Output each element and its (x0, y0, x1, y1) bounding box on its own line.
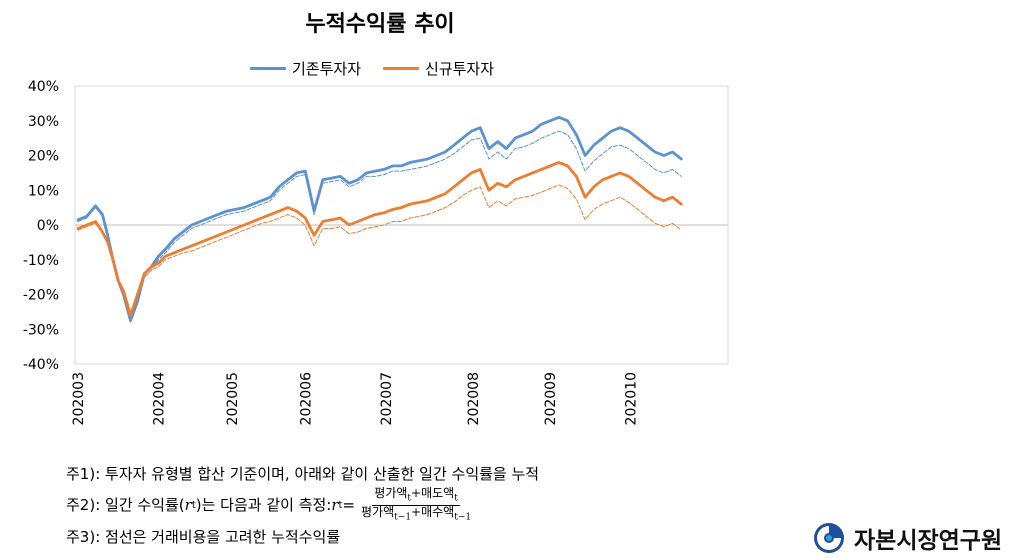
y-tick-label: -20% (23, 288, 59, 304)
series-line-1-dashed (77, 130, 682, 323)
num-sub-1: t (407, 493, 412, 504)
den-sub-2: t−1 (454, 512, 472, 523)
legend-item-existing: 기존투자자 (250, 58, 361, 79)
x-tick-label: 202007 (379, 372, 395, 425)
num-term-1: 평가액 (374, 486, 408, 500)
y-tick-label: -30% (23, 322, 59, 338)
x-tick-label: 202006 (298, 372, 314, 426)
formula-numerator: 평가액t+매도액t (372, 486, 460, 507)
y-tick-label: -10% (23, 253, 59, 269)
legend: 기존투자자 신규투자자 (250, 58, 494, 79)
line-chart: 40% 30% 20% 10% 0% -10% -20% -30% -40% 202003 2020… (23, 79, 729, 426)
logo-text: 자본시장연구원 (854, 528, 1003, 554)
y-tick-label: 30% (28, 114, 59, 130)
series-line-0 (76, 115, 683, 323)
chart-title: 누적수익률 추이 (305, 12, 455, 37)
legend-item-new: 신규투자자 (383, 58, 494, 79)
den-term-1: 평가액 (361, 505, 395, 520)
x-tick-label: 202010 (624, 372, 640, 425)
num-sub-2: t (454, 493, 458, 504)
legend-label-existing: 기존투자자 (292, 60, 362, 78)
logo-icon (814, 523, 844, 553)
series-line-2 (76, 160, 683, 317)
note-2-eq: = (342, 496, 356, 515)
legend-swatch-existing (250, 67, 286, 70)
note-2-sub: t (191, 500, 196, 512)
x-tick-label: 202008 (466, 372, 482, 425)
x-tick-label: 202004 (151, 372, 167, 426)
formula-fraction: 평가액t+매도액t 평가액t−1+매수액t−1 (359, 487, 473, 525)
den-sub-1: t−1 (394, 512, 412, 523)
legend-swatch-new (383, 67, 420, 70)
series-line-3-dashed (77, 184, 682, 318)
y-tick-label: 10% (28, 183, 59, 199)
note-2-lhs-sub: t (338, 500, 343, 512)
x-tick-label: 202009 (543, 372, 559, 425)
den-term-2: +매수액 (411, 505, 455, 520)
y-tick-label: -40% (23, 357, 59, 373)
formula-denominator: 평가액t−1+매수액t−1 (359, 506, 473, 524)
note-2-prefix: 주2): 일간 수익률( (66, 496, 185, 515)
note-1: 주1): 투자자 유형별 합산 기준이며, 아래와 같이 산출한 일간 수익률을… (66, 465, 540, 483)
x-tick-label: 202003 (71, 372, 87, 425)
legend-label-new: 신규투자자 (425, 60, 495, 78)
footnotes: 주1): 투자자 유형별 합산 기준이며, 아래와 같이 산출한 일간 수익률을… (66, 462, 539, 550)
note-2-var: r (184, 496, 192, 515)
y-tick-label: 20% (28, 149, 59, 165)
note-2-lhs: r (331, 496, 339, 515)
y-tick-label: 40% (28, 79, 59, 95)
note-2-mid: )는 다음과 같이 측정: (195, 496, 332, 515)
y-tick-label: 0% (37, 218, 59, 234)
num-term-2: +매도액 (411, 486, 455, 500)
logo: 자본시장연구원 (812, 521, 1002, 555)
x-tick-label: 202005 (225, 372, 241, 425)
note-3: 주3): 점선은 거래비용을 고려한 누적수익률 (66, 527, 341, 546)
